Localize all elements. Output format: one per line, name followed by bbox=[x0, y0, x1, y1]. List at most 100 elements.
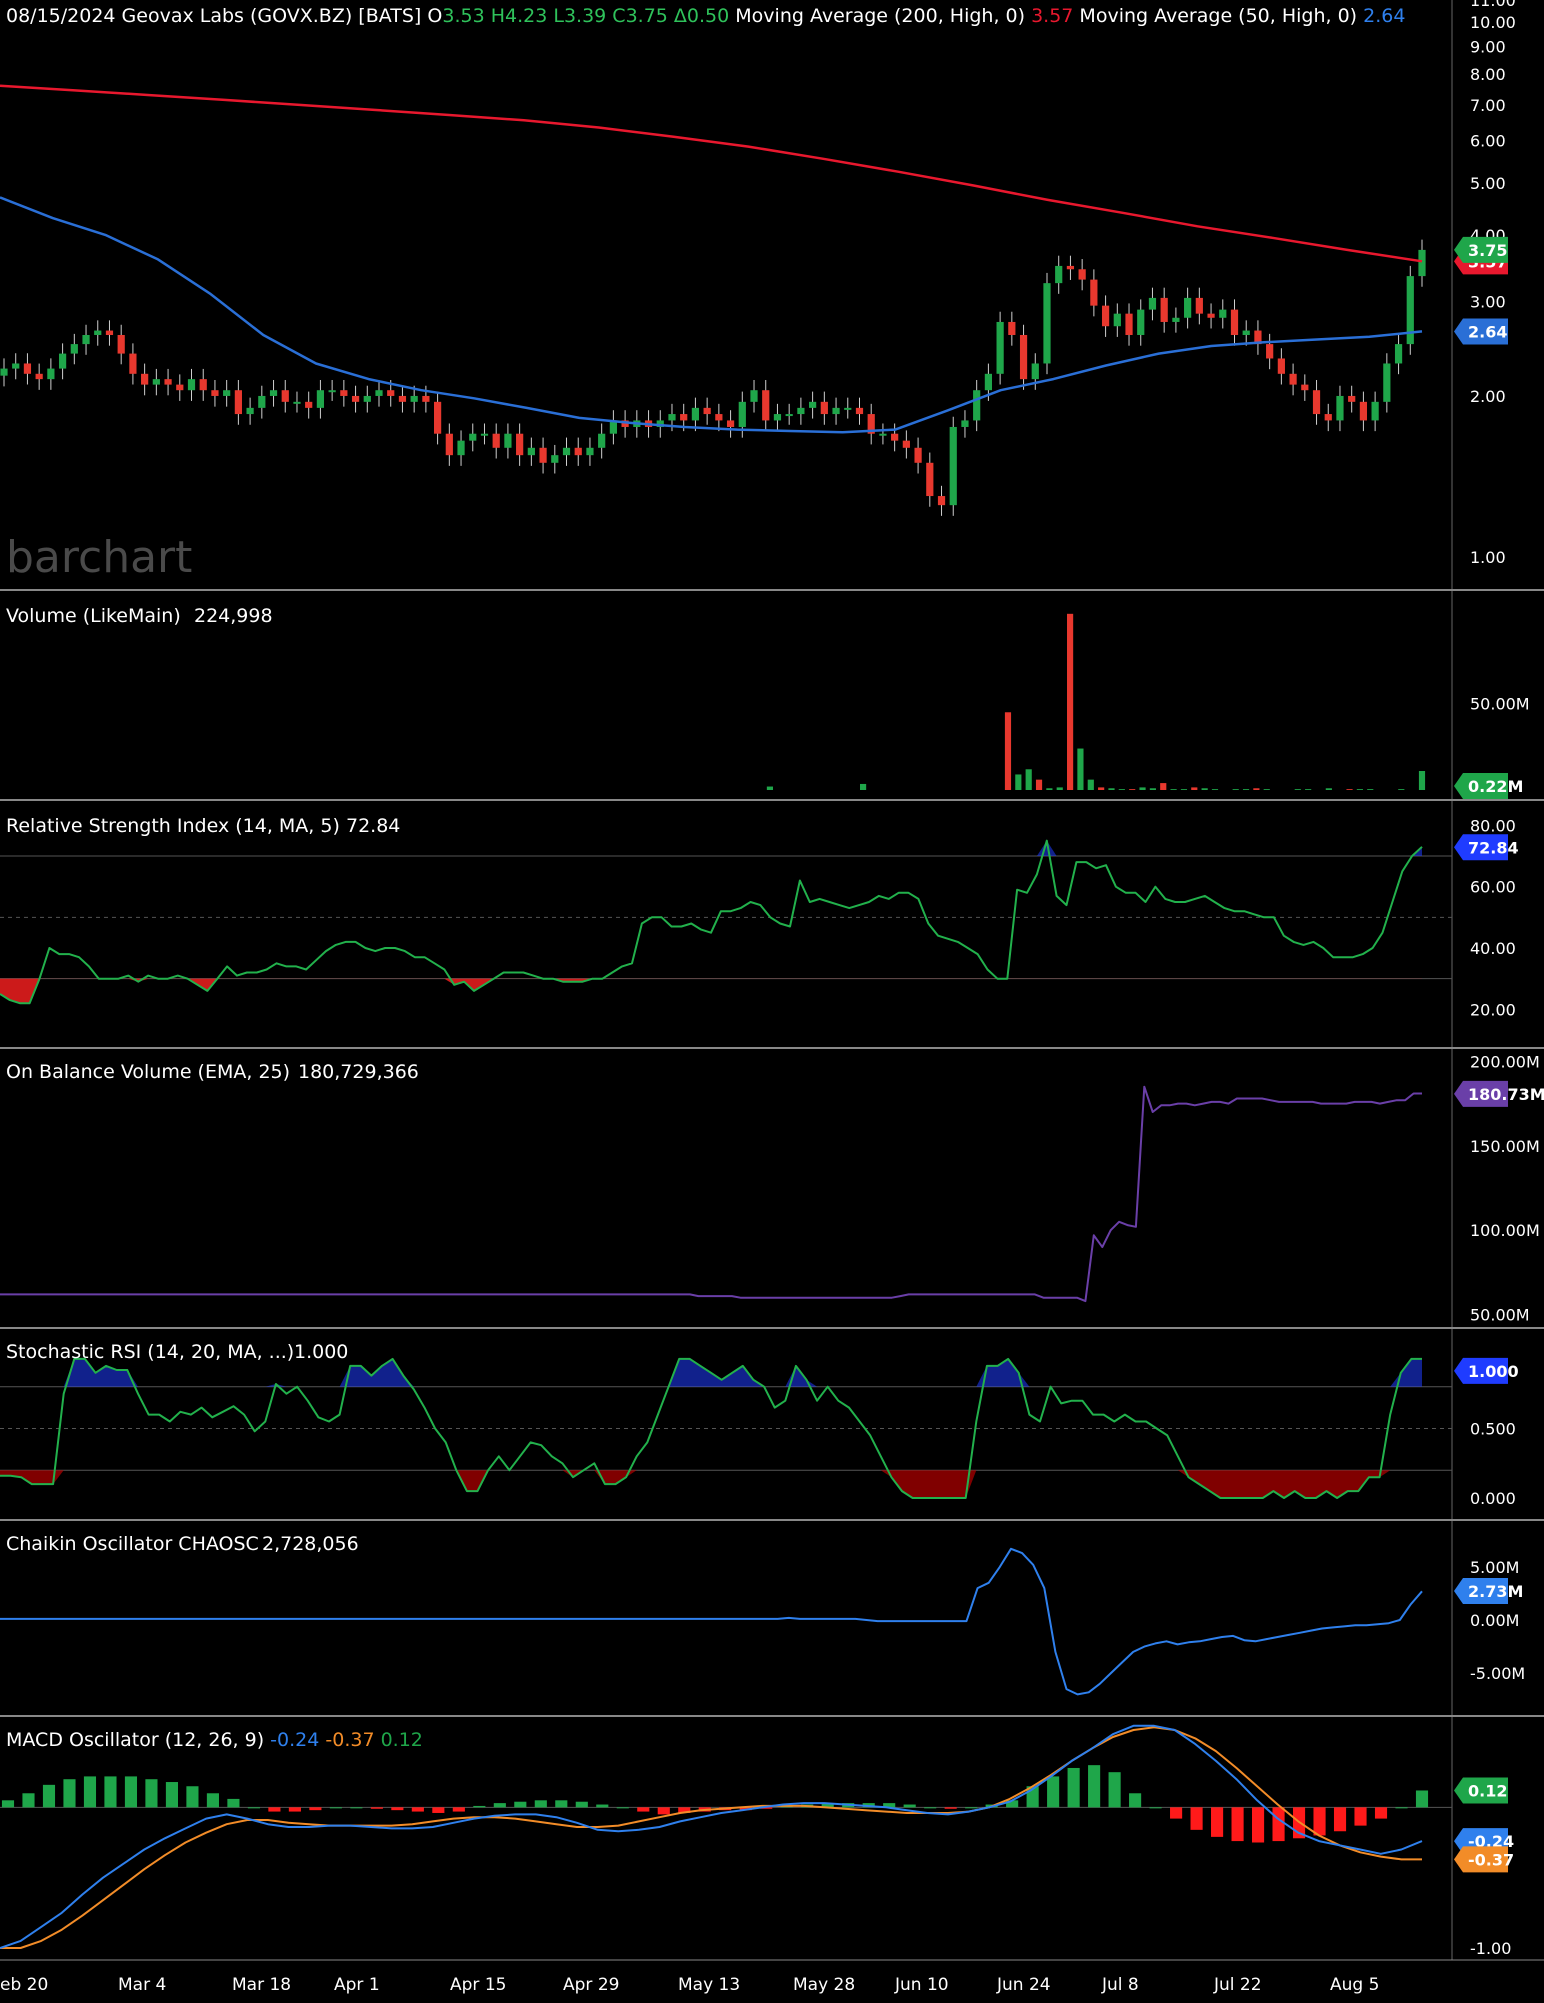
price-axis-tick: 3.00 bbox=[1470, 293, 1506, 312]
macd-value-tag: -0.24 bbox=[1468, 1832, 1514, 1851]
volume-bar bbox=[859, 783, 867, 790]
candle-body bbox=[1066, 265, 1075, 270]
macd-histogram-bar bbox=[1272, 1807, 1285, 1842]
candle-body bbox=[469, 433, 477, 441]
candle-body bbox=[562, 447, 571, 456]
volume-bar bbox=[1367, 789, 1374, 790]
price-axis-tick: 6.00 bbox=[1470, 132, 1506, 151]
rsi-tag-bg bbox=[1454, 834, 1508, 861]
macd-histogram-bar bbox=[309, 1807, 322, 1811]
macd-histogram-bar bbox=[924, 1807, 937, 1809]
candle-body bbox=[480, 433, 489, 436]
candle-body bbox=[1125, 313, 1133, 335]
candle-body bbox=[1043, 283, 1051, 364]
candle-body bbox=[129, 353, 137, 374]
macd-histogram-bar bbox=[1006, 1800, 1019, 1808]
macd-histogram-bar bbox=[288, 1807, 301, 1812]
volume-bar bbox=[1346, 789, 1353, 790]
date-axis-label: eb 20 bbox=[0, 1975, 48, 1995]
candle-body bbox=[152, 379, 160, 385]
candle-body bbox=[680, 414, 688, 421]
candle-body bbox=[351, 395, 360, 402]
date-axis-label: Jun 24 bbox=[996, 1975, 1051, 1995]
candle-body bbox=[984, 373, 992, 391]
candle-body bbox=[70, 344, 78, 354]
macd-header-part: -0.37 bbox=[325, 1729, 380, 1751]
macd-histogram-bar bbox=[965, 1807, 978, 1809]
candle-body bbox=[1406, 276, 1414, 345]
macd-histogram-bar bbox=[1231, 1807, 1244, 1842]
volume-bar bbox=[1108, 788, 1115, 790]
candle-body bbox=[187, 379, 196, 391]
header-part: L bbox=[547, 5, 564, 27]
volume-value: 224,998 bbox=[194, 605, 273, 627]
volume-bar bbox=[1201, 788, 1208, 790]
macd-histogram-bar bbox=[1108, 1772, 1121, 1808]
macd-histogram-bar bbox=[145, 1779, 158, 1808]
candle-body bbox=[844, 407, 852, 410]
volume-bar bbox=[1139, 787, 1146, 790]
candle-body bbox=[574, 447, 582, 456]
candle-body bbox=[1324, 414, 1332, 421]
macd-histogram-bar bbox=[63, 1779, 76, 1808]
macd-line bbox=[0, 1724, 1423, 1949]
ma50-line bbox=[0, 196, 1423, 434]
macd-histogram-tag: 0.12 bbox=[1468, 1781, 1507, 1800]
rsi-title: Relative Strength Index (14, MA, 5) bbox=[6, 815, 340, 837]
candle-body bbox=[1055, 265, 1063, 284]
date-axis-label: Mar 18 bbox=[232, 1975, 291, 1995]
candle-body bbox=[1019, 334, 1028, 380]
obv-line bbox=[0, 1085, 1422, 1303]
header-part: Moving Average (50, High, 0) bbox=[1073, 5, 1363, 27]
candle-body bbox=[375, 390, 383, 396]
candle-body bbox=[621, 420, 629, 427]
macd-header-part: 0.12 bbox=[381, 1729, 423, 1751]
date-axis-label: Jul 22 bbox=[1213, 1975, 1262, 1995]
candle-body bbox=[492, 433, 500, 448]
macd-histogram-bar bbox=[1170, 1807, 1183, 1819]
candle-body bbox=[82, 334, 90, 345]
candle-body bbox=[1207, 313, 1215, 318]
candle-body bbox=[785, 414, 793, 417]
header-part: H bbox=[485, 5, 505, 27]
stoch-rsi-line bbox=[0, 1357, 1422, 1499]
macd-histogram-bar bbox=[514, 1801, 527, 1808]
stoch-rsi-axis-tick: 0.500 bbox=[1470, 1419, 1516, 1438]
candle-body bbox=[855, 407, 864, 415]
volume-bar bbox=[1242, 789, 1250, 790]
macd-histogram-bar bbox=[575, 1801, 588, 1808]
candle-body bbox=[1090, 279, 1098, 306]
candle-body bbox=[973, 390, 981, 421]
macd-histogram-bar bbox=[1, 1800, 15, 1808]
candle-body bbox=[586, 447, 594, 456]
macd-histogram-bar bbox=[1149, 1807, 1162, 1809]
candle-body bbox=[726, 420, 735, 427]
price-axis-tick: 9.00 bbox=[1470, 37, 1506, 56]
candle-body bbox=[434, 401, 442, 434]
candle-body bbox=[527, 447, 535, 456]
macd-histogram-bar bbox=[883, 1803, 896, 1808]
macd-histogram-bar bbox=[1313, 1807, 1326, 1836]
chaikin-title: Chaikin Oscillator CHAOSC bbox=[6, 1533, 259, 1555]
candle-body bbox=[199, 379, 207, 391]
volume-bar bbox=[1035, 779, 1043, 790]
candle-body bbox=[363, 395, 371, 402]
obv-tag: 180.73M bbox=[1468, 1085, 1544, 1104]
candle-body bbox=[551, 455, 559, 463]
header-part: Δ bbox=[668, 5, 687, 27]
macd-signal-line bbox=[0, 1726, 1422, 1949]
header-part: O bbox=[427, 5, 442, 27]
candle-body bbox=[1101, 305, 1110, 327]
candle-body bbox=[832, 407, 840, 415]
macd-histogram-bar bbox=[1047, 1776, 1060, 1808]
macd-histogram-bar bbox=[247, 1807, 260, 1809]
price-axis-tick: 10.00 bbox=[1470, 13, 1516, 32]
volume-bar bbox=[1170, 789, 1177, 790]
volume-bar bbox=[1294, 789, 1301, 790]
volume-bar bbox=[1087, 779, 1094, 790]
candle-body bbox=[47, 368, 55, 380]
macd-histogram-bar bbox=[42, 1784, 56, 1808]
macd-histogram-bar bbox=[432, 1807, 445, 1813]
macd-histogram-bar bbox=[165, 1782, 179, 1808]
